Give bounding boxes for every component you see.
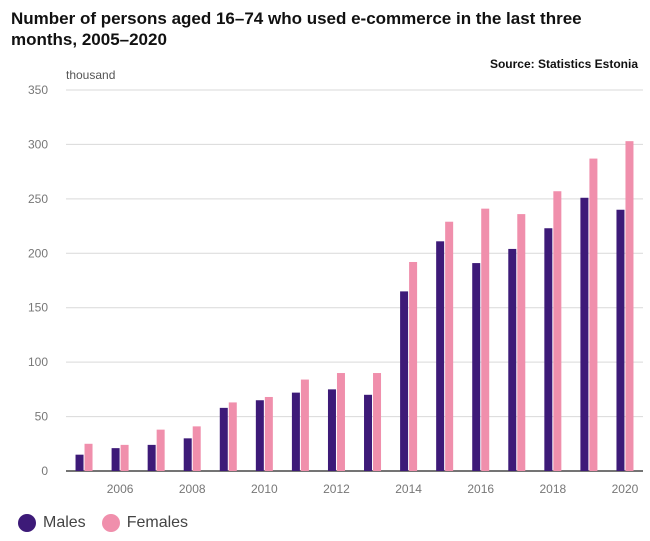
bar-females-2008[interactable] — [192, 426, 201, 471]
bar-males-2011[interactable] — [291, 392, 300, 471]
bar-males-2018[interactable] — [544, 228, 553, 471]
x-tick-label: 2014 — [395, 482, 422, 496]
bar-males-2017[interactable] — [508, 248, 517, 471]
legend-item-females[interactable]: Females — [101, 514, 189, 532]
legend-swatch-males — [18, 514, 36, 532]
x-tick-label: 2016 — [467, 482, 494, 496]
y-tick-label: 50 — [35, 410, 49, 424]
x-tick-label: 2018 — [539, 482, 566, 496]
bar-females-2011[interactable] — [300, 379, 309, 471]
bar-males-2012[interactable] — [327, 389, 336, 471]
bar-females-2006[interactable] — [120, 444, 129, 471]
bar-females-2010[interactable] — [264, 396, 273, 471]
bar-males-2020[interactable] — [616, 209, 625, 471]
bar-females-2014[interactable] — [409, 261, 418, 471]
bar-females-2016[interactable] — [481, 208, 490, 471]
bar-females-2013[interactable] — [373, 373, 382, 471]
y-axis-ticks: 0 50 100 150 200 250 300 350 — [28, 83, 48, 478]
x-tick-label: 2010 — [251, 482, 278, 496]
bar-females-2017[interactable] — [517, 214, 526, 471]
bar-males-2013[interactable] — [364, 394, 373, 471]
x-tick-label: 2020 — [612, 482, 639, 496]
bar-females-2019[interactable] — [589, 158, 598, 471]
bar-males-2015[interactable] — [436, 241, 445, 471]
y-tick-label: 100 — [28, 355, 48, 369]
legend-swatch-females — [101, 514, 120, 532]
x-tick-label: 2008 — [179, 482, 206, 496]
bar-males-2005[interactable] — [75, 454, 84, 471]
x-axis-ticks: 2006 2008 2010 2012 2014 2016 2018 2020 — [107, 482, 639, 496]
bar-males-2019[interactable] — [580, 197, 589, 472]
bar-females-2020[interactable] — [625, 141, 634, 472]
x-tick-label: 2012 — [323, 482, 350, 496]
legend: Males Females — [18, 514, 204, 532]
bar-males-2010[interactable] — [255, 400, 264, 471]
bar-females-2018[interactable] — [553, 191, 562, 472]
chart-title: Number of persons aged 16–74 who used e-… — [11, 9, 582, 49]
y-tick-label: 0 — [41, 464, 48, 478]
bar-males-2008[interactable] — [183, 438, 192, 471]
y-axis-unit-label: thousand — [66, 68, 116, 82]
bar-males-2014[interactable] — [400, 291, 409, 471]
legend-item-males[interactable]: Males — [18, 514, 86, 532]
bar-males-2009[interactable] — [219, 407, 228, 471]
x-tick-label: 2006 — [107, 482, 134, 496]
bar-females-2015[interactable] — [445, 221, 454, 471]
source-note: Source: Statistics Estonia — [489, 57, 638, 71]
bar-males-2007[interactable] — [147, 444, 156, 471]
bar-males-2016[interactable] — [472, 263, 481, 471]
y-tick-label: 250 — [28, 192, 48, 206]
bar-males-2006[interactable] — [111, 448, 120, 471]
y-tick-label: 200 — [28, 246, 48, 260]
y-tick-label: 350 — [28, 83, 48, 97]
y-tick-label: 150 — [28, 301, 48, 315]
bar-females-2007[interactable] — [156, 429, 165, 471]
bar-females-2009[interactable] — [228, 402, 237, 471]
bars — [75, 141, 634, 472]
legend-label-females: Females — [126, 514, 189, 531]
y-tick-label: 300 — [28, 137, 48, 151]
bar-females-2005[interactable] — [84, 443, 93, 471]
legend-label-males: Males — [43, 514, 86, 531]
bar-females-2012[interactable] — [336, 373, 345, 471]
